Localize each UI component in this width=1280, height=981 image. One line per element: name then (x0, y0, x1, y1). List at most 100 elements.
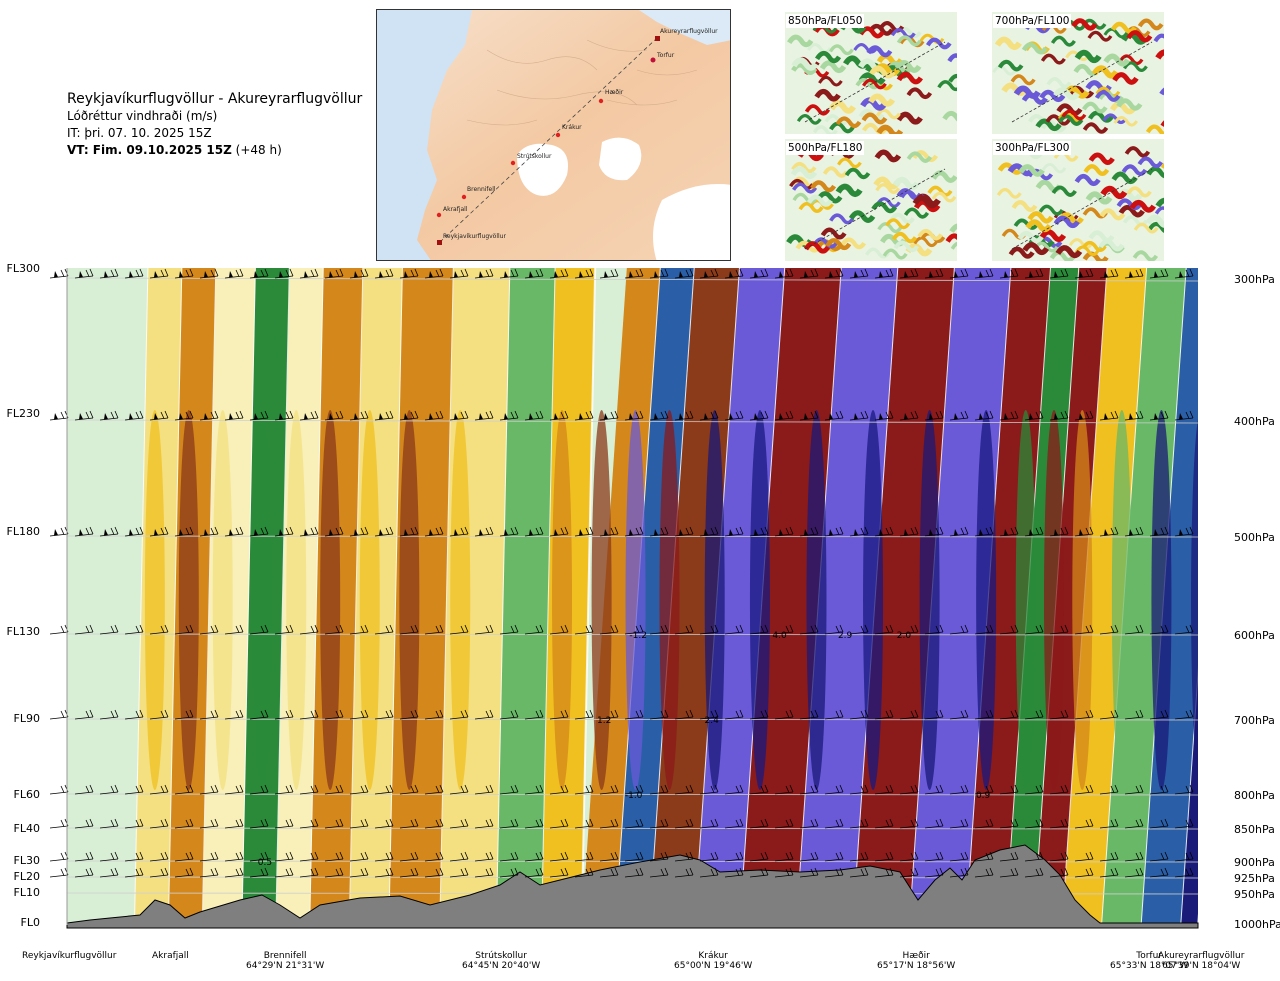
velocity-core (1044, 410, 1065, 790)
wind-barb (649, 268, 669, 279)
location-name: Reykjavíkurflugvöllur (22, 951, 117, 961)
glacier-hofsjokull (599, 137, 642, 181)
thumb-stroke (896, 35, 922, 47)
thumb-stroke (1061, 109, 1087, 121)
wind-barb (499, 709, 519, 720)
velocity-core (212, 410, 233, 790)
wind-barb (699, 526, 719, 537)
wind-barb (1149, 624, 1169, 635)
location-name: Hæðir (902, 951, 930, 961)
velocity-core (144, 410, 165, 790)
wind-barb (274, 526, 294, 537)
wind-barb (599, 818, 619, 829)
wind-barb (1099, 410, 1119, 421)
wind-barb (474, 867, 494, 878)
wind-barb (99, 709, 119, 720)
thumb-stroke (1017, 230, 1044, 244)
wind-barb (899, 867, 919, 878)
wind-barb (774, 851, 794, 862)
wind-barb (274, 818, 294, 829)
thumb-stroke (835, 183, 863, 198)
wind-barb (824, 867, 844, 878)
thumbnail-700[interactable]: 700hPa/FL100 (992, 12, 1164, 134)
route-point-marker (436, 212, 442, 218)
wind-barb (199, 818, 219, 829)
location-label: Brennifell 64°29'N 21°31'W (246, 951, 324, 971)
wind-barb (1124, 709, 1144, 720)
wind-barb (349, 410, 369, 421)
wind-barb (524, 410, 544, 421)
wind-barb (674, 268, 694, 279)
thumb-stroke (861, 112, 888, 125)
thumb-stroke (912, 195, 940, 209)
wind-barb (549, 268, 569, 279)
thumb-stroke (871, 201, 898, 214)
contour-label: 2.9 (838, 631, 853, 641)
thumb-stroke (1118, 54, 1144, 66)
glacier-langjokull (517, 143, 568, 196)
thumb-stroke (1074, 245, 1100, 257)
thumb-stroke (812, 237, 839, 249)
thumb-stroke (1118, 204, 1145, 218)
thumbnail-label: 300hPa/FL300 (993, 141, 1072, 155)
wind-barb (949, 851, 969, 862)
wind-barb (999, 268, 1019, 279)
thumb-stroke (1123, 61, 1148, 73)
thumbnail-map (992, 139, 1164, 261)
wind-barb (949, 410, 969, 421)
velocity-core (704, 410, 725, 790)
thumb-stroke (1008, 246, 1035, 259)
thumb-stroke (1010, 74, 1036, 86)
wind-barb (649, 851, 669, 862)
wind-barb (1149, 867, 1169, 878)
wind-barb (224, 851, 244, 862)
wind-barb (549, 818, 569, 829)
wind-barb (1174, 867, 1194, 878)
route-point-marker (650, 57, 656, 63)
wind-barb (699, 818, 719, 829)
hpa-label: 800hPa (1234, 789, 1275, 802)
level-line (66, 718, 1199, 721)
velocity-core (659, 410, 680, 790)
thumb-stroke (1103, 27, 1129, 39)
wind-barb (824, 268, 844, 279)
wind-barb (74, 624, 94, 635)
wind-barb (1024, 268, 1044, 279)
wind-barb (574, 268, 594, 279)
wind-barb (49, 410, 69, 421)
thumbnail-500[interactable]: 500hPa/FL180 (785, 139, 957, 261)
thumb-stroke (950, 241, 957, 250)
wind-barb (749, 784, 769, 795)
thumb-stroke (1011, 200, 1038, 212)
thumb-stroke (906, 151, 933, 163)
wind-barb (624, 709, 644, 720)
wind-barb (324, 410, 344, 421)
thumbnail-850[interactable]: 850hPa/FL050 (785, 12, 957, 134)
wind-barb (1174, 709, 1194, 720)
wind-barb (699, 784, 719, 795)
thumb-stroke (1056, 103, 1083, 116)
wind-barb (674, 709, 694, 720)
wind-barb (249, 818, 269, 829)
wind-barb (724, 526, 744, 537)
thumb-stroke (1155, 197, 1164, 208)
thumb-stroke (866, 45, 893, 58)
wind-barb (974, 410, 994, 421)
wind-barb (349, 624, 369, 635)
wind-barb (149, 624, 169, 635)
wind-barb (299, 410, 319, 421)
wind-barb (374, 818, 394, 829)
wind-barb (1099, 268, 1119, 279)
wind-barb (1024, 784, 1044, 795)
wind-barb (299, 709, 319, 720)
wind-barb (349, 818, 369, 829)
wind-barb (849, 851, 869, 862)
wind-barb (74, 526, 94, 537)
wind-barb (274, 851, 294, 862)
thumb-stroke (1001, 82, 1029, 96)
thumbnail-map (785, 139, 957, 261)
thumbnail-300[interactable]: 300hPa/FL300 (992, 139, 1164, 261)
wind-barb (1099, 526, 1119, 537)
thumb-stroke (1018, 164, 1045, 177)
velocity-core (625, 410, 646, 790)
